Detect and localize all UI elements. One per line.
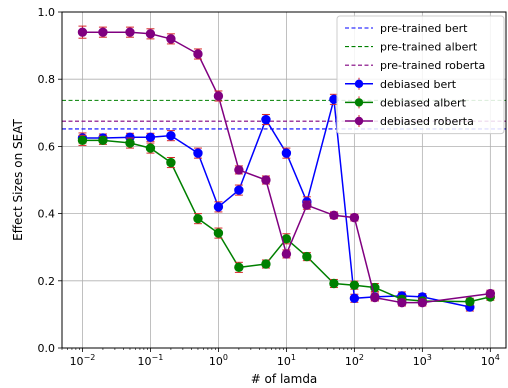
data-point (125, 27, 135, 37)
legend: pre-trained bert pre-trained albert pre-tr… (336, 15, 505, 135)
y-tick-label: 0.6 (38, 140, 56, 153)
legend-swatch-marker (354, 116, 364, 126)
data-point (234, 185, 244, 195)
data-point (213, 228, 224, 238)
data-point (77, 135, 88, 146)
x-tick-label: 101 (277, 353, 296, 368)
series-group (77, 25, 496, 308)
data-point (485, 288, 496, 299)
legend-label: pre-trained albert (380, 41, 478, 54)
data-point (417, 297, 428, 308)
data-point (261, 259, 271, 269)
legend-entry: pre-trained albert (345, 41, 478, 54)
data-point (261, 175, 271, 185)
data-point (234, 262, 244, 273)
data-point (302, 251, 312, 262)
x-tick-label: 10−2 (70, 353, 96, 368)
series (77, 25, 496, 312)
data-point (329, 210, 339, 220)
data-point (213, 202, 224, 212)
legend-box (336, 15, 505, 135)
legend-swatch-marker (354, 79, 364, 89)
legend-entry: debiased bert (345, 77, 457, 91)
legend-label: pre-trained bert (380, 22, 468, 35)
data-point (98, 135, 108, 146)
legend-label: debiased roberta (380, 115, 474, 128)
data-point (329, 278, 339, 289)
reference-lines (62, 99, 506, 130)
data-point (77, 27, 88, 37)
data-point (166, 157, 176, 168)
data-point (349, 212, 360, 223)
x-tick-label: 103 (413, 353, 432, 368)
x-tick-label: 102 (345, 353, 364, 368)
data-point (213, 91, 224, 101)
x-tick-label: 100 (209, 353, 228, 368)
legend-label: pre-trained roberta (380, 59, 485, 72)
legend-entry: debiased roberta (345, 115, 474, 128)
legend-entry: pre-trained roberta (345, 59, 485, 72)
y-axis-label: Effect Sizes on SEAT (11, 119, 25, 241)
x-tick-label: 10−1 (138, 353, 164, 368)
data-point (281, 148, 292, 158)
data-point (261, 114, 271, 125)
data-point (193, 49, 203, 59)
y-tick-label: 0.8 (38, 73, 56, 86)
x-tick-label: 104 (481, 353, 500, 368)
legend-label: debiased bert (380, 78, 457, 91)
data-point (193, 213, 203, 224)
x-axis-ticks: 10−2 10−1 100 101 102 103 104 (61, 348, 500, 368)
data-point (145, 132, 156, 143)
plot-frame (61, 11, 507, 349)
data-point (125, 138, 135, 148)
data-point (166, 130, 176, 141)
legend-entry: debiased albert (345, 96, 467, 109)
legend-label: debiased albert (380, 96, 467, 109)
data-point (98, 27, 108, 37)
data-point (193, 148, 203, 158)
y-tick-label: 0.0 (38, 342, 56, 355)
data-point (145, 143, 156, 153)
x-axis-label: # of lamda (251, 372, 318, 386)
data-point (397, 297, 407, 308)
y-tick-label: 0.2 (38, 275, 56, 288)
data-point (234, 165, 244, 175)
data-point (302, 200, 312, 210)
legend-entry: pre-trained bert (345, 22, 468, 35)
data-point (370, 292, 380, 303)
data-point (465, 296, 475, 307)
data-point (281, 249, 292, 259)
data-point (166, 34, 176, 44)
data-point (145, 29, 156, 39)
y-tick-label: 0.4 (38, 208, 56, 221)
data-point (349, 293, 360, 303)
data-point (349, 280, 360, 290)
y-tick-label: 1.0 (38, 6, 56, 19)
legend-swatch-marker (354, 98, 364, 107)
y-axis-ticks: 0.0 0.2 0.4 0.6 0.8 1.0 (38, 6, 62, 355)
